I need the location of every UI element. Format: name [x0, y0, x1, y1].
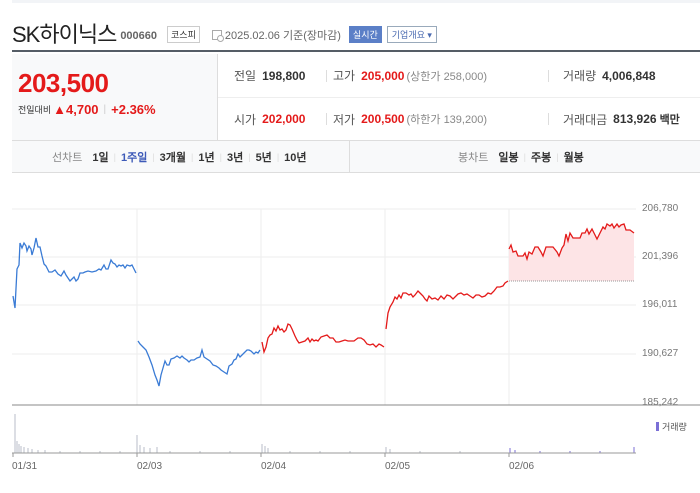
x-tick-0131: 01/31	[12, 461, 38, 472]
line-chart-tabs: 선차트 1일 | 1주일 | 3개월 | 1년 | 3년 | 5년 | 10년	[12, 141, 350, 172]
prev-close: 전일 198,800	[218, 67, 326, 84]
high-label: 고가	[333, 69, 356, 83]
today-fill	[509, 224, 634, 281]
base-date: 2025.02.06 기준(장마감)	[224, 29, 341, 42]
volume-bars	[14, 414, 461, 453]
quote-details: 전일 198,800 고가 205,000 (상한가 258,000) 거래량 …	[218, 54, 700, 140]
high-value: 205,000	[361, 68, 405, 83]
y-tick-3: 190,627	[642, 348, 679, 359]
volume-bars-today	[509, 447, 635, 453]
volume-value: 4,006,848	[602, 68, 656, 83]
divider: |	[556, 151, 559, 162]
high-price: 고가 205,000 (상한가 258,000)	[326, 68, 548, 83]
prev-close-value: 198,800	[262, 68, 306, 83]
tab-1week[interactable]: 1주일	[120, 151, 148, 164]
tab-10year[interactable]: 10년	[284, 151, 307, 164]
low-label: 저가	[333, 112, 356, 127]
time-ticks	[12, 453, 510, 457]
tab-3year[interactable]: 3년	[226, 151, 244, 164]
stock-code: 000660	[120, 29, 158, 42]
divider: |	[103, 104, 107, 115]
divider: |	[248, 151, 251, 162]
corp-info-dropdown[interactable]: 기업개요 ▾	[386, 26, 437, 43]
gridlines	[12, 208, 636, 405]
y-tick-2: 196,011	[642, 299, 678, 310]
divider: |	[523, 151, 526, 162]
change-percent: +2.36%	[111, 102, 156, 117]
realtime-button[interactable]: 실시간	[348, 26, 382, 43]
y-tick-0: 206,780	[642, 203, 679, 214]
change-label: 전일대비	[18, 105, 52, 115]
trade-value-label: 거래대금	[563, 112, 608, 127]
candle-chart-label: 봉차트	[458, 151, 489, 164]
line-0205	[385, 280, 509, 330]
title-bar: SK하이닉스 000660 코스피 2025.02.06 기준(장마감) 실시간…	[12, 16, 700, 52]
line-chart-label: 선차트	[52, 151, 83, 164]
quote-row-1: 전일 198,800 고가 205,000 (상한가 258,000) 거래량 …	[218, 54, 700, 97]
open-value: 202,000	[262, 112, 306, 126]
open-price: 시가 202,000	[218, 111, 326, 128]
x-tick-0205: 02/05	[385, 461, 411, 472]
chart-canvas	[12, 208, 700, 457]
volume-legend: 거래량	[656, 420, 687, 433]
volume: 거래량 4,006,848	[548, 68, 656, 83]
divider: |	[219, 151, 222, 162]
tab-3month[interactable]: 3개월	[159, 151, 187, 164]
divider: |	[113, 151, 116, 162]
volume-label: 거래량	[563, 69, 597, 83]
lower-limit: (하한가 139,200)	[406, 114, 487, 126]
low-value: 200,500	[361, 112, 405, 126]
line-0131	[12, 237, 137, 309]
quote-row-2: 시가 202,000 저가 200,500 (하한가 139,200) 거래대금…	[218, 97, 700, 140]
divider: |	[152, 151, 155, 162]
current-price-box: 203,500 전일대비 ▲4,700 | +2.36%	[12, 54, 218, 140]
change-amount: ▲4,700	[53, 102, 99, 117]
top-strip	[12, 0, 700, 3]
tab-5year[interactable]: 5년	[255, 151, 272, 164]
quote-panel: 203,500 전일대비 ▲4,700 | +2.36% 전일 198,800 …	[12, 54, 700, 141]
market-badge: 코스피	[167, 26, 200, 43]
divider: |	[276, 151, 280, 162]
tab-weekly-candle[interactable]: 주봉	[530, 151, 552, 164]
volume-swatch	[656, 422, 659, 431]
price-chart[interactable]: 206,780 201,396 196,011 190,627 185,242 …	[0, 195, 700, 488]
price-change: 전일대비 ▲4,700 | +2.36%	[18, 102, 217, 117]
x-tick-0204: 02/04	[261, 461, 287, 472]
current-price: 203,500	[18, 68, 109, 98]
low-price: 저가 200,500 (하한가 139,200)	[326, 112, 548, 127]
candle-chart-tabs: 봉차트 일봉 | 주봉 | 월봉	[350, 149, 584, 165]
tab-1day[interactable]: 1일	[92, 151, 109, 164]
line-0203	[137, 340, 261, 387]
tab-monthly-candle[interactable]: 월봉	[563, 151, 584, 164]
period-bar: 선차트 1일 | 1주일 | 3개월 | 1년 | 3년 | 5년 | 10년 봉차트 일봉…	[12, 141, 700, 173]
line-0206	[508, 222, 635, 262]
stock-name: SK하이닉스	[12, 22, 117, 47]
x-tick-0206: 02/06	[509, 461, 535, 472]
trade-value-value: 813,926	[613, 112, 657, 126]
calendar-icon	[211, 29, 224, 42]
trade-value: 거래대금 813,926 백만	[548, 112, 680, 127]
open-label: 시가	[234, 112, 257, 127]
volume-legend-label: 거래량	[662, 422, 687, 432]
divider: |	[191, 151, 194, 162]
x-tick-0203: 02/03	[137, 461, 163, 472]
trade-value-unit: 백만	[659, 114, 680, 126]
tab-1year[interactable]: 1년	[198, 151, 215, 164]
prev-close-label: 전일	[234, 69, 257, 83]
tab-daily-candle[interactable]: 일봉	[498, 151, 519, 164]
line-0204	[261, 323, 385, 355]
upper-limit: (상한가 258,000)	[406, 70, 487, 83]
y-tick-1: 201,396	[642, 251, 679, 262]
y-tick-4: 185,242	[642, 397, 679, 408]
